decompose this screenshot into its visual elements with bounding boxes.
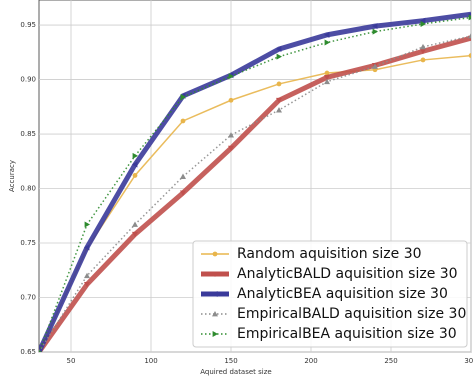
y-tick-label: 0.65 [20, 348, 36, 356]
marker [420, 43, 426, 50]
marker [180, 93, 186, 100]
marker [132, 161, 138, 168]
y-axis-label: Accuracy [8, 160, 16, 192]
marker [468, 12, 471, 16]
marker [276, 81, 282, 87]
marker [420, 48, 426, 55]
marker [324, 31, 330, 38]
x-tick-label: 50 [67, 357, 76, 365]
marker [212, 331, 218, 337]
plot [39, 11, 471, 352]
marker [212, 251, 218, 257]
marker [276, 107, 282, 113]
series-line [39, 35, 471, 352]
series-line [39, 35, 471, 352]
marker [468, 53, 471, 58]
marker [212, 311, 218, 317]
marker [84, 221, 90, 228]
marker [212, 271, 218, 277]
marker [468, 32, 471, 39]
marker [180, 118, 186, 124]
marker [372, 28, 378, 35]
marker [180, 173, 186, 179]
legend-label: Random aquisition size 30 [237, 246, 422, 262]
marker [132, 231, 138, 238]
marker [420, 20, 426, 27]
marker [324, 70, 330, 76]
legend-box [192, 240, 468, 348]
marker [372, 23, 378, 30]
x-axis-label: Aquired dataset size [200, 368, 271, 376]
marker [420, 17, 426, 24]
y-tick-label: 0.80 [20, 185, 36, 193]
marker [276, 46, 282, 53]
marker [228, 73, 234, 80]
legend-label: AnalyticBEA aquisition size 30 [237, 286, 448, 302]
x-tick-label: 300 [464, 357, 473, 365]
series-line [39, 11, 471, 352]
marker [468, 14, 471, 21]
y-tick-label: 0.75 [20, 239, 36, 247]
marker [420, 57, 426, 63]
marker [84, 244, 90, 251]
marker [84, 282, 90, 288]
marker [228, 145, 234, 152]
marker [276, 97, 282, 104]
y-tick-label: 0.90 [20, 76, 36, 84]
y-tick-label: 0.85 [20, 130, 36, 138]
marker [132, 173, 138, 178]
marker [84, 272, 90, 279]
marker [324, 39, 330, 46]
marker [228, 97, 234, 103]
legend: Random aquisition size 30 AnalyticBALD aq… [192, 240, 468, 348]
marker [372, 63, 378, 69]
x-tick-label: 100 [144, 357, 157, 365]
y-tick-label: 0.95 [20, 21, 36, 29]
series-line [39, 54, 471, 352]
marker [324, 74, 330, 81]
x-tick-label: 250 [384, 357, 397, 365]
marker [324, 78, 330, 85]
marker [132, 152, 138, 159]
legend-label: EmpiricalBALD aquisition size 30 [237, 306, 466, 322]
marker [212, 291, 218, 297]
marker [132, 221, 138, 227]
marker [39, 350, 42, 352]
x-tick-label: 200 [304, 357, 317, 365]
marker [180, 190, 186, 196]
y-tick-label: 0.70 [20, 294, 36, 302]
marker [276, 53, 282, 60]
legend-label: EmpiricalBEA aquisition size 30 [237, 326, 457, 342]
x-tick-label: 150 [224, 357, 237, 365]
legend-label: AnalyticBALD aquisition size 30 [237, 266, 458, 282]
marker [228, 132, 234, 138]
